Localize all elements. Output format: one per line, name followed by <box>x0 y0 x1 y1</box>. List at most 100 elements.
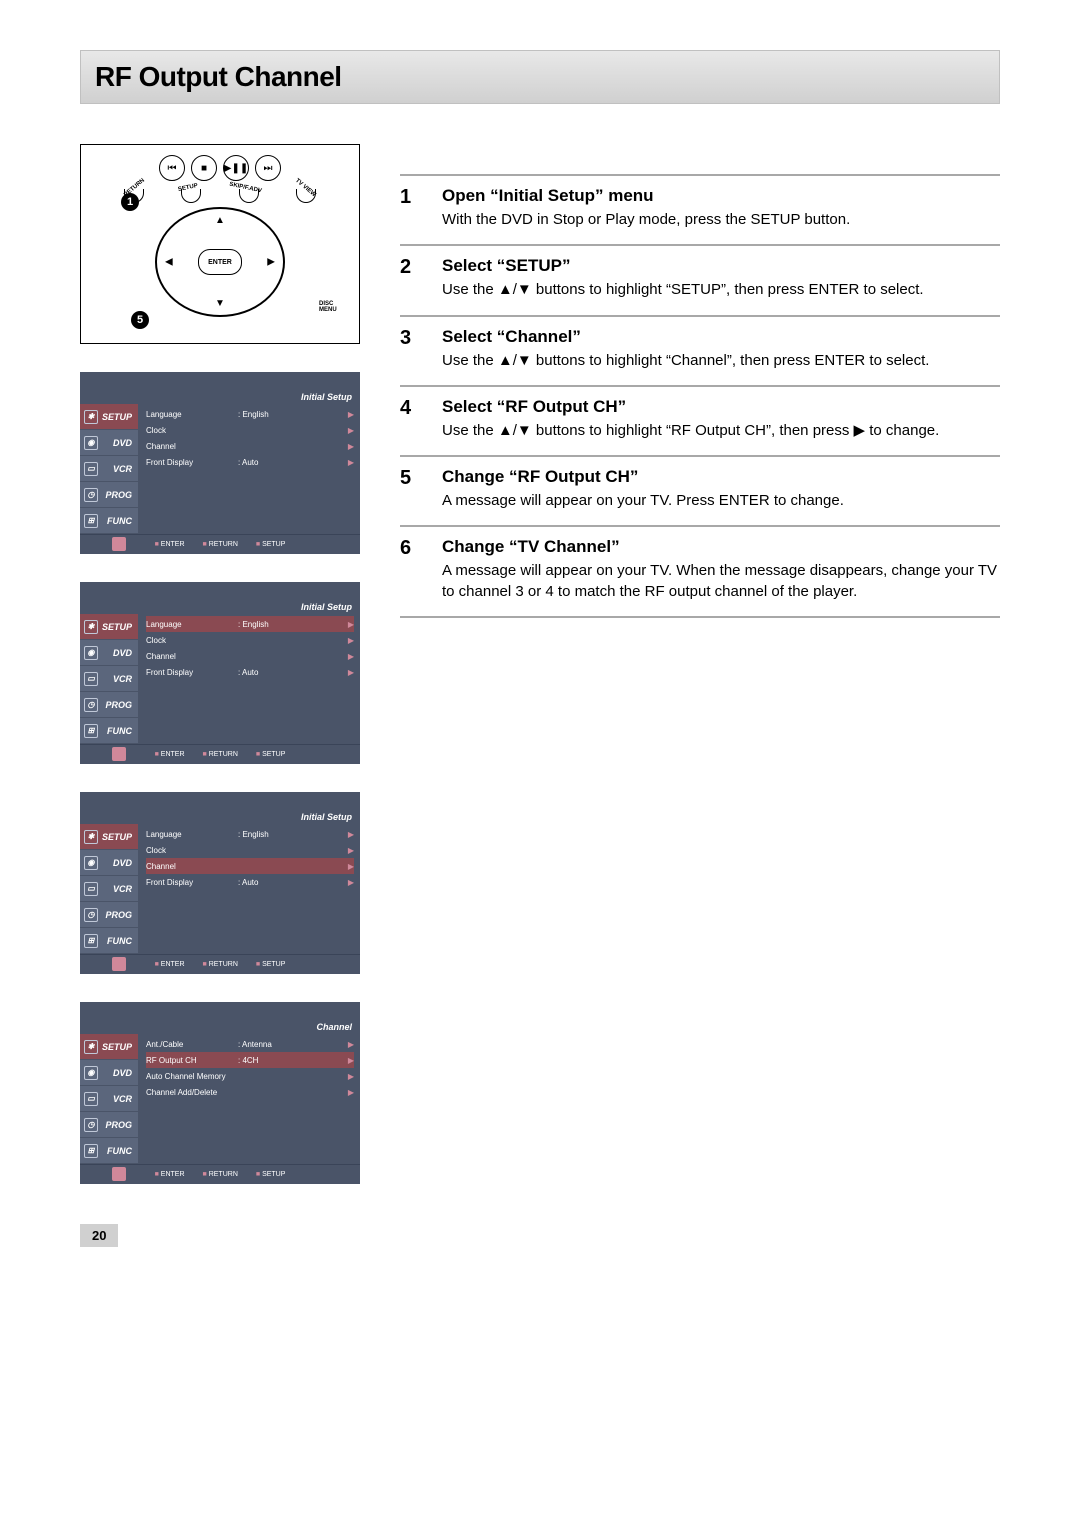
osd-row-key: Ant./Cable <box>146 1040 238 1049</box>
step-description: A message will appear on your TV. Press … <box>442 491 1000 511</box>
chevron-right-icon: ▶ <box>344 652 354 661</box>
osd-footer-item: ENTER <box>155 1171 185 1178</box>
osd-row-key: Channel <box>146 862 238 871</box>
side-icon: ◉ <box>84 646 98 660</box>
chevron-right-icon: ▶ <box>344 846 354 855</box>
osd-side-item: ✱SETUP <box>80 404 138 430</box>
osd-footer-item: RETURN <box>203 961 238 968</box>
osd-row: Language : English ▶ <box>146 616 354 632</box>
osd-side-item: ▭VCR <box>80 876 138 902</box>
title-bar: RF Output Channel <box>80 50 1000 104</box>
osd-sidebar: ✱SETUP ◉DVD ▭VCR ◷PROG ⊞FUNC <box>80 404 138 534</box>
chevron-right-icon: ▶ <box>344 636 354 645</box>
osd-title: Initial Setup <box>80 390 360 404</box>
osd-sidebar: ✱SETUP ◉DVD ▭VCR ◷PROG ⊞FUNC <box>80 614 138 744</box>
osd-row: Ant./Cable : Antenna ▶ <box>146 1036 354 1052</box>
left-column: ⏮ ■ ▶❚❚ ⏭ RETURN SETUP SKIP/F.ADV TV VIE… <box>80 144 360 1184</box>
osd-row-key: Clock <box>146 636 238 645</box>
osd-row-key: Channel <box>146 652 238 661</box>
osd-row: Auto Channel Memory ▶ <box>146 1068 354 1084</box>
chevron-right-icon: ▶ <box>344 458 354 467</box>
osd-row-key: Front Display <box>146 878 238 887</box>
osd-side-item: ⊞FUNC <box>80 928 138 954</box>
side-icon: ◉ <box>84 1066 98 1080</box>
osd-row-key: RF Output CH <box>146 1056 238 1065</box>
badge-5: 5 <box>131 311 149 329</box>
step-number: 5 <box>400 467 422 511</box>
osd-footer-item: SETUP <box>256 541 286 548</box>
enter-button: ENTER <box>198 249 242 275</box>
dpad: ▲ ▼ ◀ ▶ ENTER <box>155 207 285 317</box>
osd-row-key: Clock <box>146 846 238 855</box>
osd-side-item: ▭VCR <box>80 666 138 692</box>
osd-row-val: : Auto <box>238 458 344 467</box>
up-icon: ▲ <box>215 215 225 226</box>
osd-footer-item: ENTER <box>155 541 185 548</box>
osd-side-item: ◷PROG <box>80 902 138 928</box>
step-description: A message will appear on your TV. When t… <box>442 561 1000 602</box>
page-number: 20 <box>80 1224 118 1247</box>
chevron-right-icon: ▶ <box>344 410 354 419</box>
osd-side-item: ◷PROG <box>80 482 138 508</box>
chevron-right-icon: ▶ <box>344 426 354 435</box>
disc-menu-label: DISC MENU <box>319 301 347 313</box>
badge-1: 1 <box>121 193 139 211</box>
side-icon: ✱ <box>84 830 98 844</box>
right-column: 1 Open “Initial Setup” menu With the DVD… <box>400 144 1000 1184</box>
osd-footer-item: RETURN <box>203 1171 238 1178</box>
left-icon: ◀ <box>165 257 173 268</box>
chevron-right-icon: ▶ <box>344 1072 354 1081</box>
columns: ⏮ ■ ▶❚❚ ⏭ RETURN SETUP SKIP/F.ADV TV VIE… <box>80 144 1000 1184</box>
nav-icon <box>112 1167 126 1181</box>
osd-row-key: Channel Add/Delete <box>146 1088 238 1097</box>
step-number: 4 <box>400 397 422 441</box>
chevron-right-icon: ▶ <box>344 1056 354 1065</box>
side-icon: ◷ <box>84 1118 98 1132</box>
stop-icon: ■ <box>191 155 217 181</box>
osd-footer-item: RETURN <box>203 541 238 548</box>
step-description: Use the ▲/▼ buttons to highlight “SETUP”… <box>442 280 1000 300</box>
step-number: 1 <box>400 186 422 230</box>
osd-row-val: : English <box>238 620 344 629</box>
osd-row-val: : English <box>238 410 344 419</box>
chevron-right-icon: ▶ <box>344 668 354 677</box>
next-icon: ⏭ <box>255 155 281 181</box>
osd-footer-item: ENTER <box>155 751 185 758</box>
nav-icon <box>112 957 126 971</box>
side-icon: ⊞ <box>84 1144 98 1158</box>
osd-row: Front Display : Auto ▶ <box>146 454 354 470</box>
step-number: 2 <box>400 256 422 300</box>
osd-row-key: Auto Channel Memory <box>146 1072 238 1081</box>
osd-row-val: : Antenna <box>238 1040 344 1049</box>
instruction-step: 6 Change “TV Channel” A message will app… <box>400 525 1000 618</box>
channel-options: 3CH4CH <box>376 1066 402 1098</box>
osd-menu: Channel ✱SETUP ◉DVD ▭VCR ◷PROG ⊞FUNC Ant… <box>80 1002 360 1184</box>
osd-row: Clock ▶ <box>146 842 354 858</box>
osd-side-item: ◉DVD <box>80 850 138 876</box>
chevron-right-icon: ▶ <box>344 442 354 451</box>
chevron-right-icon: ▶ <box>344 1040 354 1049</box>
right-icon: ▶ <box>267 257 275 268</box>
side-icon: ▭ <box>84 462 98 476</box>
side-icon: ✱ <box>84 410 98 424</box>
play-pause-icon: ▶❚❚ <box>223 155 249 181</box>
osd-row: Language : English ▶ <box>146 826 354 842</box>
remote-illustration: ⏮ ■ ▶❚❚ ⏭ RETURN SETUP SKIP/F.ADV TV VIE… <box>80 144 360 344</box>
osd-row-key: Language <box>146 830 238 839</box>
osd-menu: Initial Setup ✱SETUP ◉DVD ▭VCR ◷PROG ⊞FU… <box>80 582 360 764</box>
osd-sidebar: ✱SETUP ◉DVD ▭VCR ◷PROG ⊞FUNC <box>80 824 138 954</box>
side-icon: ▭ <box>84 882 98 896</box>
page-title: RF Output Channel <box>95 61 985 93</box>
down-icon: ▼ <box>215 298 225 309</box>
step-title: Change “RF Output CH” <box>442 467 1000 487</box>
osd-row: Clock ▶ <box>146 422 354 438</box>
nav-icon <box>112 537 126 551</box>
osd-row-val: : English <box>238 830 344 839</box>
channel-option: 4CH <box>376 1082 402 1098</box>
step-title: Select “Channel” <box>442 327 1000 347</box>
side-icon: ▭ <box>84 1092 98 1106</box>
osd-title: Channel <box>80 1020 360 1034</box>
osd-title: Initial Setup <box>80 810 360 824</box>
osd-side-item: ⊞FUNC <box>80 718 138 744</box>
instruction-step: 5 Change “RF Output CH” A message will a… <box>400 455 1000 525</box>
